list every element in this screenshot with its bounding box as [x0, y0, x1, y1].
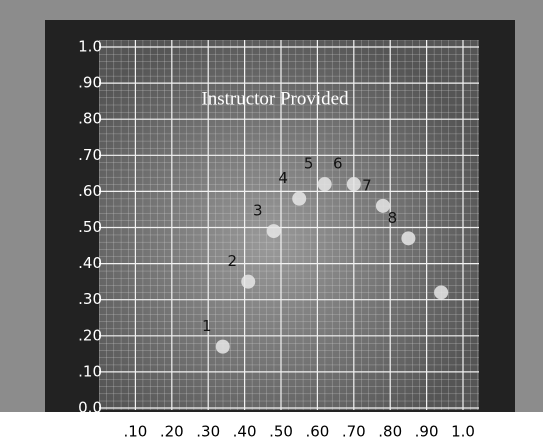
- point: [216, 340, 230, 354]
- y-tick-label: .40: [78, 254, 102, 272]
- y-tick-label: .90: [78, 74, 102, 92]
- chart: Instructor Provided 0.0 .10 .20 .30 .40 .50 .6…: [0, 0, 543, 443]
- x-tick-label: 1.0: [451, 423, 475, 441]
- point-label: 3: [253, 202, 263, 220]
- x-tick-label: .10: [123, 423, 147, 441]
- x-tick-label: .70: [342, 423, 366, 441]
- point: [347, 177, 361, 191]
- point-label: 6: [333, 155, 343, 173]
- y-tick-label: .30: [78, 290, 102, 308]
- x-tick-label: .60: [305, 423, 329, 441]
- point: [241, 275, 255, 289]
- y-tick-label: .80: [78, 110, 102, 128]
- point: [292, 192, 306, 206]
- y-tick-label: .10: [78, 362, 102, 380]
- point: [318, 177, 332, 191]
- x-tick-label: .50: [269, 423, 293, 441]
- x-tick-label: .40: [233, 423, 257, 441]
- point-label: 4: [278, 169, 288, 187]
- x-tick-label: .80: [378, 423, 402, 441]
- point: [434, 285, 448, 299]
- y-tick-label: 0.0: [78, 399, 102, 417]
- point-label: 1: [202, 317, 212, 335]
- point: [267, 224, 281, 238]
- point-label: 2: [227, 252, 237, 270]
- y-tick-label: 1.0: [78, 38, 102, 56]
- point-label: 7: [362, 176, 372, 194]
- x-tick-label: .90: [415, 423, 439, 441]
- x-tick-label: .20: [160, 423, 184, 441]
- point-label: 8: [388, 209, 398, 227]
- y-tick-label: .20: [78, 326, 102, 344]
- point-label: 5: [304, 155, 314, 173]
- chart-title: Instructor Provided: [201, 88, 349, 109]
- y-tick-label: .70: [78, 146, 102, 164]
- y-tick-label: .50: [78, 218, 102, 236]
- y-tick-label: .60: [78, 182, 102, 200]
- x-tick-label: .30: [196, 423, 220, 441]
- point: [401, 231, 415, 245]
